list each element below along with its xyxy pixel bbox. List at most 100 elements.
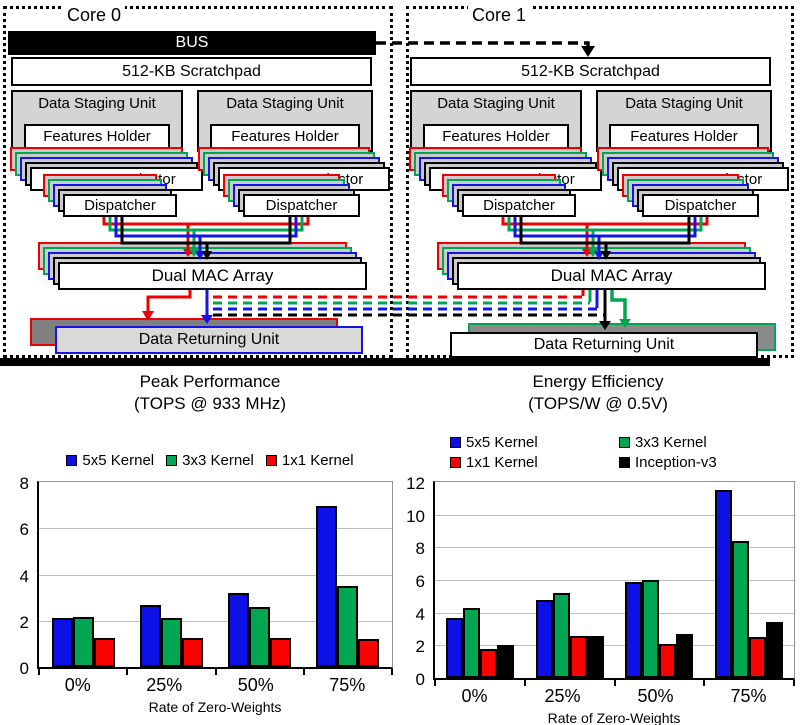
core0-bus-bar: BUS [8,31,376,55]
bar-inception-v3-0- [496,645,514,678]
chart-peak-performance: Peak Performance (TOPS @ 933 MHz) 5x5 Ke… [0,366,420,725]
core1-data-returning-unit: Data Returning Unit [450,332,758,358]
core1-dispatcher-left-stack: Dispatcher [442,174,576,217]
bar-3x3-kernel-50- [642,580,660,678]
bar-1x1-kernel-25- [181,638,203,667]
x-axis-tick-mark [793,680,795,686]
core1-mac-array-stack: Dual MAC Array [437,242,766,290]
chart-title-line1: Peak Performance [139,372,281,391]
xtick-label-25-: 25% [544,686,581,706]
core0-mac-array: Dual MAC Array [58,262,367,290]
legend-item-inception-v3: Inception-v3 [619,454,717,471]
x-axis-tick-mark [703,680,706,686]
xtick-label-75-: 75% [730,686,767,706]
xtick-label-0-: 0% [64,675,91,695]
legend-label: 1x1 Kernel [281,452,354,469]
bar-3x3-kernel-75- [732,541,750,678]
x-axis-tick-mark [214,669,217,675]
bar-3x3-kernel-25- [552,593,570,678]
bar-3x3-kernel-0- [462,608,480,678]
bar-group-75- [715,490,784,678]
core1-dispatcher-right: Dispatcher [642,194,759,217]
legend-swatch-1x1-kernel [265,455,277,466]
legend-item-1x1-kernel: 1x1 Kernel [265,452,354,469]
x-axis-tick-mark [613,680,616,686]
architecture-diagram: Core 0 Core 1 BUS 512-KB Scratchpad Data… [3,5,794,358]
x-axis-tick-mark [302,669,305,675]
xtick-label-0-: 0% [461,686,488,706]
bar-1x1-kernel-25- [569,636,587,678]
ytick-label-4: 4 [415,604,425,624]
chart-title-line2: (TOPS/W @ 0.5V) [528,394,668,414]
core0-dispatcher-right: Dispatcher [243,194,360,217]
chart-title-line2: (TOPS @ 933 MHz) [133,394,287,414]
x-axis-tick-mark [523,680,526,686]
bar-group-75- [316,506,380,667]
plot-area [37,481,393,675]
x-axis-tick-mark [434,680,436,686]
gridline-4 [39,574,392,576]
xtick-label-75-: 75% [329,675,366,695]
legend-label: 1x1 Kernel [466,454,538,471]
bar-5x5-kernel-0- [51,618,73,667]
core1-label: Core 1 [468,5,531,26]
ytick-label-2: 2 [19,612,29,632]
core0-features-holder-right: Features Holder [210,124,360,149]
core0-dispatcher-left-stack: Dispatcher [43,174,177,217]
gridline-8 [435,547,794,549]
core0-data-returning-unit: Data Returning Unit [55,326,363,354]
bar-5x5-kernel-50- [228,593,250,667]
x-axis-ticks: 0% 25% 50% 75% [433,686,795,707]
gridline-6 [435,580,794,581]
bar-3x3-kernel-50- [249,607,271,667]
ytick-label-6: 6 [415,572,425,591]
bar-1x1-kernel-0- [479,649,497,678]
bar-group-0- [51,617,115,667]
bar-1x1-kernel-50- [270,638,292,667]
xtick-label-50-: 50% [237,675,274,695]
bar-1x1-kernel-75- [749,637,767,678]
core0-features-holder-left: Features Holder [24,124,170,149]
y-axis: 0 2 4 6 8 [3,475,33,677]
core1-features-holder-left: Features Holder [423,124,569,149]
legend-label: 5x5 Kernel [466,434,538,451]
legend-item-3x3-kernel: 3x3 Kernel [619,434,717,451]
chart-legend: 5x5 Kernel 3x3 Kernel 1x1 Kernel [10,452,410,469]
gridline-6 [39,528,392,530]
x-axis-tick-mark [38,669,40,675]
core0-scratchpad: 512-KB Scratchpad [11,57,372,86]
legend-label: 3x3 Kernel [182,452,254,469]
ytick-label-0: 0 [415,670,425,689]
bar-group-25- [535,593,604,678]
x-axis-label: Rate of Zero-Weights [148,699,282,715]
chart-legend: 5x5 Kernel 3x3 Kernel 1x1 Kernel Inception-… [450,434,717,471]
bar-inception-v3-25- [586,636,604,678]
bar-inception-v3-50- [676,634,694,678]
plot-area [433,481,795,686]
core0-border [3,6,393,358]
core0-dispatcher-left: Dispatcher [63,194,177,217]
bar-groups [435,482,794,678]
x-axis-tick-mark [391,669,393,675]
chart-title: Peak Performance (TOPS @ 933 MHz) [0,371,420,415]
legend-item-1x1-kernel: 1x1 Kernel [450,454,607,471]
bar-5x5-kernel-75- [715,490,733,678]
bar-1x1-kernel-75- [358,639,380,667]
ytick-label-4: 4 [19,566,29,586]
legend-item-5x5-kernel: 5x5 Kernel [66,452,154,469]
legend-swatch-1x1-kernel [450,457,461,468]
bar-3x3-kernel-75- [337,586,359,667]
legend-item-5x5-kernel: 5x5 Kernel [450,434,607,451]
gridline-4 [435,612,794,614]
chart-title-line1: Energy Efficiency [532,372,664,391]
core0-dispatcher-right-stack: Dispatcher [223,174,360,217]
ytick-label-0: 0 [19,659,29,678]
x-axis-label: Rate of Zero-Weights [547,710,681,725]
bar-5x5-kernel-0- [445,618,463,678]
bar-group-0- [445,608,514,678]
ytick-label-8: 8 [19,474,29,493]
bar-3x3-kernel-25- [160,618,182,667]
core0-mac-array-stack: Dual MAC Array [38,242,367,290]
core1-features-holder-right: Features Holder [609,124,759,149]
